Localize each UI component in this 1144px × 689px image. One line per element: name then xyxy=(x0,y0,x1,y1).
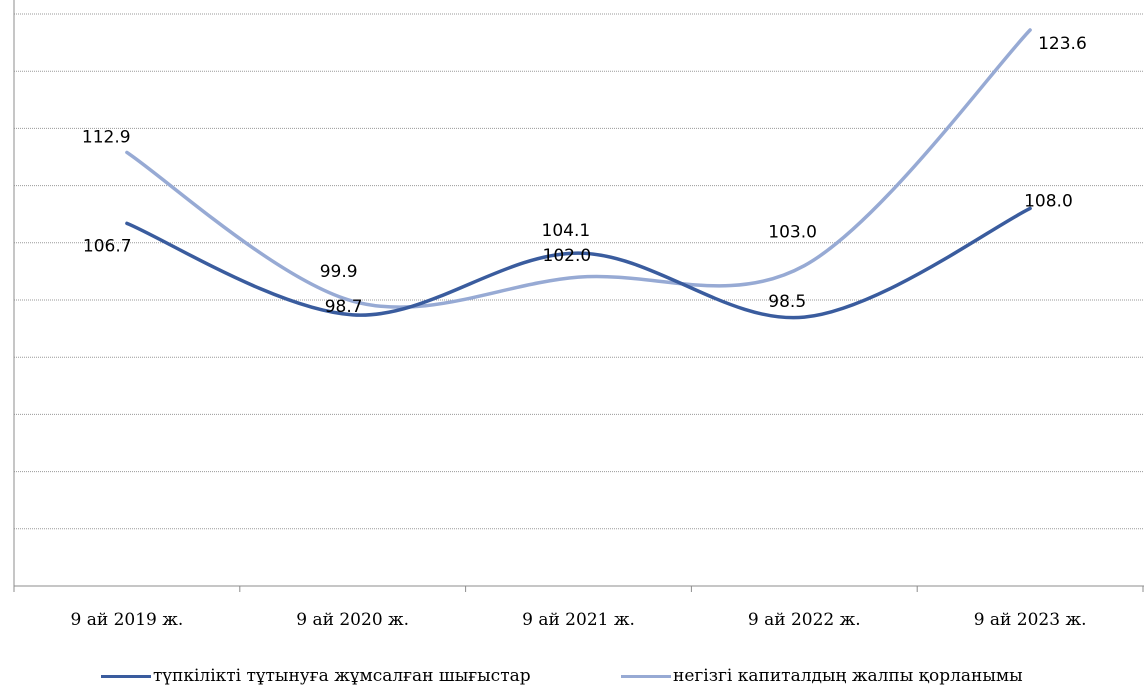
series-line-2 xyxy=(125,28,1032,309)
legend-label-series-1: түпкілікті тұтынуға жұмсалған шығыстар xyxy=(153,666,531,686)
data-label: 106.7 xyxy=(83,236,132,256)
data-label: 103.0 xyxy=(768,223,817,243)
data-label: 98.5 xyxy=(768,292,806,312)
x-tick-label: 9 ай 2022 ж. xyxy=(748,610,861,630)
legend-swatch-series-2 xyxy=(621,674,671,678)
legend-item-series-2: негізгі капиталдың жалпы қорланымы xyxy=(621,666,1023,686)
x-tick-label: 9 ай 2021 ж. xyxy=(522,610,635,630)
line-chart: 106.7 98.7 104.1 98.5 108.0 112.9 99.9 102.0 103… xyxy=(13,0,1144,630)
x-tick-label: 9 ай 2019 ж. xyxy=(70,610,183,630)
legend: түпкілікті тұтынуға жұмсалған шығыстар н… xyxy=(0,666,1144,686)
data-label: 123.6 xyxy=(1038,34,1087,54)
data-label: 112.9 xyxy=(82,127,131,147)
series-lines xyxy=(125,28,1032,320)
series-line-1 xyxy=(125,206,1032,320)
x-tick-label: 9 ай 2023 ж. xyxy=(974,610,1087,630)
data-label: 104.1 xyxy=(542,221,591,241)
data-label: 99.9 xyxy=(320,262,358,282)
legend-label-series-2: негізгі капиталдың жалпы қорланымы xyxy=(673,666,1023,686)
data-labels: 106.7 98.7 104.1 98.5 108.0 112.9 99.9 102.0 103… xyxy=(82,34,1087,317)
axes xyxy=(13,0,1144,592)
data-label: 98.7 xyxy=(325,297,363,317)
gridlines xyxy=(14,13,1144,530)
x-tick-label: 9 ай 2020 ж. xyxy=(296,610,409,630)
category-labels: 9 ай 2019 ж. 9 ай 2020 ж. 9 ай 2021 ж. 9 ай… xyxy=(70,610,1086,630)
legend-swatch-series-1 xyxy=(101,674,151,678)
legend-item-series-1: түпкілікті тұтынуға жұмсалған шығыстар xyxy=(101,666,531,686)
data-label: 108.0 xyxy=(1024,191,1073,211)
data-label: 102.0 xyxy=(543,246,592,266)
